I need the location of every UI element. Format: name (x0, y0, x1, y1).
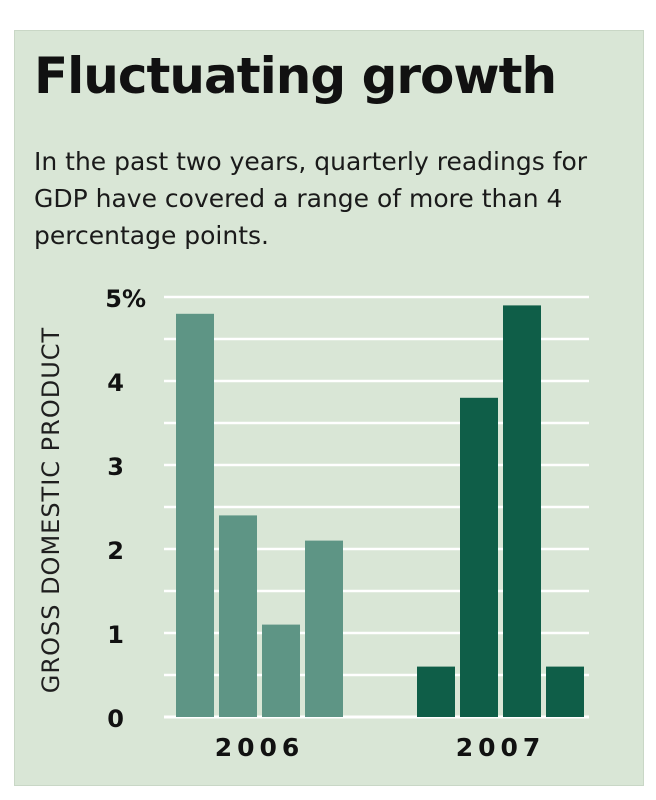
chart-title: Fluctuating growth (34, 47, 557, 105)
y-tick-label: 5% (105, 285, 146, 313)
bar-2006-q2 (219, 515, 257, 717)
bar-2007-q1 (417, 666, 455, 717)
bar-chart: 0 1 2 3 4 5% 2006 2007 GROSS DOMESTIC PRODUCT (37, 285, 589, 762)
y-tick-label: 0 (107, 705, 124, 733)
y-tick-label: 4 (107, 369, 124, 397)
y-tick-label: 3 (107, 453, 124, 481)
bar-2006-q4 (305, 540, 343, 717)
y-tick-label: 2 (107, 537, 124, 565)
bar-2007-q4 (546, 666, 584, 717)
bar-2006-q3 (262, 624, 300, 717)
bar-2006-q1 (176, 313, 214, 717)
y-tick-label: 1 (107, 621, 124, 649)
x-group-label: 2006 (215, 733, 305, 762)
bars (176, 305, 584, 717)
bar-2007-q3 (503, 305, 541, 717)
x-group-labels: 2006 2007 (215, 733, 546, 762)
x-group-label: 2007 (456, 733, 546, 762)
y-axis-label: GROSS DOMESTIC PRODUCT (37, 327, 65, 693)
bar-2007-q2 (460, 397, 498, 717)
chart-subtitle: In the past two years, quarterly reading… (34, 147, 588, 250)
y-tick-labels: 0 1 2 3 4 5% (105, 285, 146, 733)
